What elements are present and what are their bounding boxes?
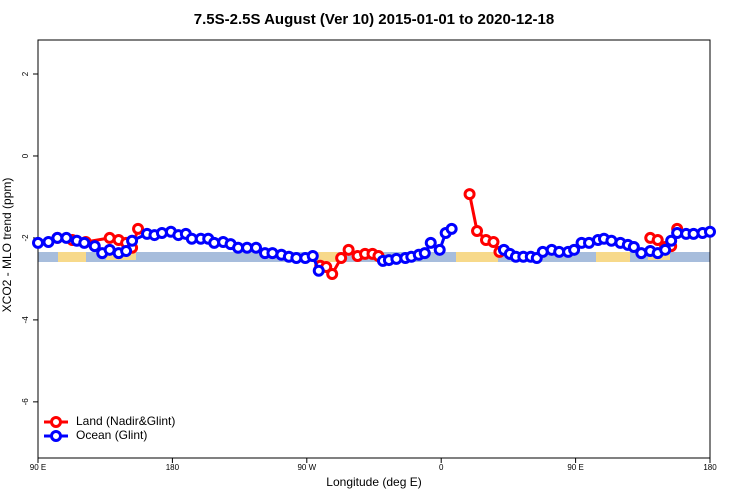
y-tick-label: 0 [21, 153, 30, 158]
data-point [627, 240, 640, 253]
data-point [665, 234, 678, 247]
plot-frame [37, 39, 711, 459]
data-point [471, 224, 484, 237]
data-point [659, 243, 672, 256]
data-point [250, 241, 263, 254]
chart-title: 7.5S-2.5S August (Ver 10) 2015-01-01 to … [194, 11, 554, 28]
x-tick-label: 90 E [567, 463, 583, 472]
y-tick-label: -2 [21, 234, 30, 242]
legend-label: Ocean (Glint) [76, 428, 147, 442]
data-point [445, 222, 458, 235]
data-point [342, 243, 355, 256]
data-point [312, 264, 325, 277]
data-point [126, 234, 139, 247]
y-tick-label: -6 [21, 398, 30, 406]
data-point [88, 240, 101, 253]
x-tick-label: 180 [166, 463, 180, 472]
x-tick-label: 180 [703, 463, 717, 472]
data-point [651, 233, 664, 246]
data-point [42, 236, 55, 249]
legend: Land (Nadir&Glint)Ocean (Glint) [44, 414, 175, 442]
data-point [463, 188, 476, 201]
data-point [335, 252, 348, 265]
data-point [433, 243, 446, 256]
x-tick-label: 90 E [30, 463, 46, 472]
x-tick-label: 0 [439, 463, 444, 472]
x-axis-label: Longitude (deg E) [326, 475, 421, 489]
data-point [120, 245, 133, 258]
legend-marker [50, 416, 62, 428]
data-point [418, 247, 431, 260]
data-point [568, 243, 581, 256]
y-tick-label: -4 [21, 316, 30, 324]
data-point [306, 249, 319, 262]
data-point [424, 236, 437, 249]
y-tick-label: 2 [21, 71, 30, 76]
data-point [32, 236, 44, 249]
legend-label: Land (Nadir&Glint) [76, 414, 175, 428]
data-point [132, 222, 145, 235]
data-point [266, 247, 279, 260]
data-point [704, 225, 716, 238]
data-point [487, 236, 500, 249]
x-tick-label: 90 W [297, 463, 316, 472]
data-point [60, 231, 73, 244]
data-point [78, 236, 91, 249]
y-axis-label: XCO2 - MLO trend (ppm) [0, 178, 14, 313]
data-point [326, 267, 339, 280]
legend-marker [50, 430, 62, 442]
